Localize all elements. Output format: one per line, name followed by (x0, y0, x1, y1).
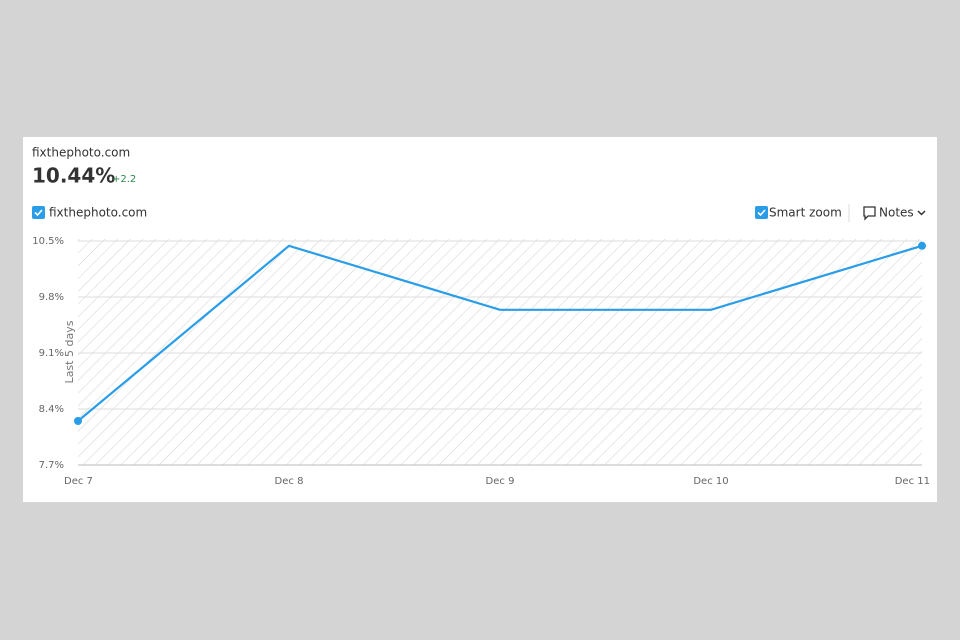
x-tick-label: Dec 7 (64, 476, 93, 487)
y-tick-label: 9.1% (39, 348, 64, 359)
point-marker (74, 417, 82, 425)
chevron (917, 210, 926, 216)
x-tick-label: Dec 11 (895, 476, 930, 487)
legend-label: fixthephoto.com (49, 206, 147, 220)
y-tick-label: 7.7% (39, 460, 64, 471)
point-marker (918, 241, 926, 250)
metric-change: +2.2 (112, 174, 136, 185)
notes-button[interactable]: Notes (863, 206, 926, 221)
notes-icon (863, 206, 876, 221)
checkbox[interactable] (755, 206, 768, 219)
x-tick-label: Dec 10 (693, 476, 728, 487)
notes-label: Notes (879, 206, 914, 220)
site-name: fixthephoto.com (32, 146, 130, 160)
series-line (77, 244, 923, 422)
y-tick-label: 9.8% (39, 292, 64, 303)
metric-value: 10.44% (32, 164, 115, 188)
x-tick-label: Dec 8 (275, 476, 304, 487)
legend-item[interactable]: fixthephoto.com (32, 206, 147, 220)
check-icon (34, 209, 43, 217)
smart-zoom[interactable]: Smart zoom (755, 206, 842, 220)
x-tick-label: Dec 9 (486, 476, 515, 487)
y-tick-label: 10.5% (32, 236, 64, 247)
y-tick-label: 8.4% (39, 404, 64, 415)
plot-area (78, 239, 922, 465)
check-icon (757, 209, 766, 217)
smart-zoom-label: Smart zoom (769, 206, 842, 220)
checkbox[interactable] (32, 206, 45, 219)
y-axis-title: Last 5 days (63, 320, 76, 383)
